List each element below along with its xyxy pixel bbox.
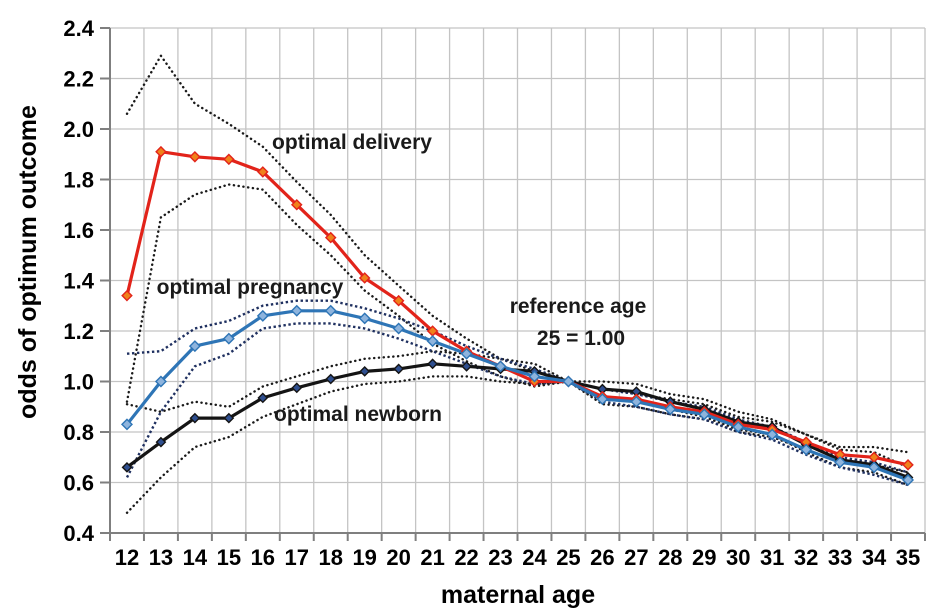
x-tick-label: 34 [862, 545, 887, 570]
x-tick-label: 17 [285, 545, 309, 570]
data-point-marker-optimal-delivery [155, 145, 167, 158]
x-tick-label: 24 [522, 545, 547, 570]
y-tick-label: 1.0 [63, 370, 94, 395]
data-point-marker-optimal-newborn [155, 436, 167, 448]
data-point-marker-optimal-newborn [325, 373, 337, 385]
series-line-optimal-delivery [125, 150, 910, 467]
data-point-marker-optimal-newborn [121, 461, 133, 473]
x-tick-label: 22 [454, 545, 478, 570]
y-axis-title: odds of optimum outcome [14, 105, 42, 419]
x-tick-label: 23 [488, 545, 512, 570]
data-point-marker-optimal-pregnancy [494, 360, 507, 373]
annotation-optimal-delivery: optimal delivery [272, 131, 432, 154]
data-point-marker-optimal-newborn [291, 382, 303, 394]
data-point-marker-optimal-newborn [223, 412, 235, 424]
x-tick-label: 19 [352, 545, 376, 570]
y-tick-label: 2.4 [63, 16, 94, 41]
x-axis-title: maternal age [441, 581, 595, 609]
y-tick-label: 0.8 [63, 420, 94, 445]
y-tick-label: 1.8 [63, 168, 94, 193]
y-tick-label: 2.0 [63, 117, 94, 142]
data-point-marker-optimal-pregnancy [358, 312, 371, 325]
data-point-marker-optimal-pregnancy [120, 418, 133, 431]
y-tick-label: 1.4 [63, 269, 94, 294]
x-tick-label: 27 [624, 545, 648, 570]
y-tick-label: 0.4 [63, 521, 94, 546]
series-lines [125, 150, 910, 482]
x-tick-label: 18 [318, 545, 342, 570]
series-markers [120, 145, 915, 486]
data-point-marker-optimal-pregnancy [426, 335, 439, 348]
annotation-reference-age-line2: 25 = 1.00 [537, 327, 625, 350]
x-tick-label: 28 [658, 545, 682, 570]
data-point-marker-optimal-pregnancy [222, 332, 235, 345]
x-tick-label: 30 [726, 545, 750, 570]
annotation-optimal-newborn: optimal newborn [274, 403, 442, 426]
x-tick-label: 21 [420, 545, 444, 570]
data-point-marker-optimal-pregnancy [630, 395, 643, 408]
data-point-marker-optimal-newborn [427, 358, 438, 370]
data-point-marker-optimal-newborn [461, 360, 472, 372]
x-tick-label: 25 [556, 545, 580, 570]
data-point-marker-optimal-delivery [392, 294, 405, 307]
data-point-marker-optimal-pregnancy [800, 443, 813, 456]
x-tick-label: 14 [183, 545, 208, 570]
data-point-marker-optimal-pregnancy [290, 304, 303, 317]
x-tick-label: 26 [590, 545, 614, 570]
data-point-marker-optimal-delivery [290, 198, 303, 211]
data-point-marker-optimal-delivery [324, 231, 337, 244]
annotation-reference-age-line1: reference age [510, 295, 647, 318]
data-point-marker-optimal-newborn [393, 363, 405, 375]
data-point-marker-optimal-pregnancy [562, 375, 575, 388]
x-tick-label: 20 [386, 545, 410, 570]
data-point-marker-optimal-newborn [359, 366, 371, 377]
band-line-newborn-upper [125, 349, 910, 469]
y-tick-label: 2.2 [63, 67, 94, 92]
x-tick-label: 12 [115, 545, 139, 570]
data-point-marker-optimal-pregnancy [664, 403, 677, 416]
data-point-marker-optimal-pregnancy [902, 473, 915, 486]
x-tick-label: 31 [760, 545, 784, 570]
data-point-marker-optimal-pregnancy [766, 428, 779, 441]
data-point-marker-optimal-pregnancy [460, 347, 473, 360]
data-point-marker-optimal-pregnancy [834, 456, 847, 469]
axes [100, 27, 926, 541]
x-tick-label: 13 [149, 545, 173, 570]
data-point-marker-optimal-delivery [358, 272, 371, 284]
x-tick-label: 33 [828, 545, 852, 570]
y-tick-label: 0.6 [63, 471, 94, 496]
annotation-optimal-pregnancy: optimal pregnancy [157, 276, 344, 299]
x-tick-label: 16 [251, 545, 275, 570]
tick-labels: 0.4 0.6 0.8 1.0 1.2 1.4 1.6 1.8 2.0 2.2 2.4 12 13 14 1… [63, 16, 920, 570]
x-tick-label: 15 [217, 545, 241, 570]
data-point-marker-optimal-newborn [189, 412, 201, 424]
data-point-marker-optimal-pregnancy [528, 370, 541, 383]
data-point-marker-optimal-newborn [257, 392, 269, 404]
data-point-marker-optimal-pregnancy [188, 340, 201, 353]
data-point-marker-optimal-delivery [121, 289, 133, 302]
y-tick-label: 1.6 [63, 218, 94, 243]
data-point-marker-optimal-pregnancy [324, 304, 337, 317]
data-point-marker-optimal-pregnancy [256, 309, 269, 322]
x-tick-label: 29 [692, 545, 716, 570]
data-point-marker-optimal-pregnancy [868, 461, 881, 474]
data-point-marker-optimal-pregnancy [392, 322, 405, 335]
data-point-marker-optimal-delivery [223, 153, 235, 166]
band-line-pregnancy-lower [125, 322, 909, 487]
data-point-marker-optimal-pregnancy [154, 375, 167, 388]
x-tick-label: 32 [794, 545, 818, 570]
data-point-marker-optimal-pregnancy [732, 420, 745, 433]
band-line-delivery-lower [125, 183, 910, 474]
data-point-marker-optimal-delivery [257, 166, 269, 178]
y-tick-label: 1.2 [63, 319, 94, 344]
data-point-marker-optimal-delivery [189, 150, 201, 163]
series-line-optimal-pregnancy [125, 309, 910, 482]
data-point-marker-optimal-pregnancy [698, 408, 711, 421]
data-point-marker-optimal-pregnancy [596, 393, 609, 406]
data-point-marker-optimal-delivery [902, 459, 914, 471]
x-tick-label: 35 [896, 545, 920, 570]
